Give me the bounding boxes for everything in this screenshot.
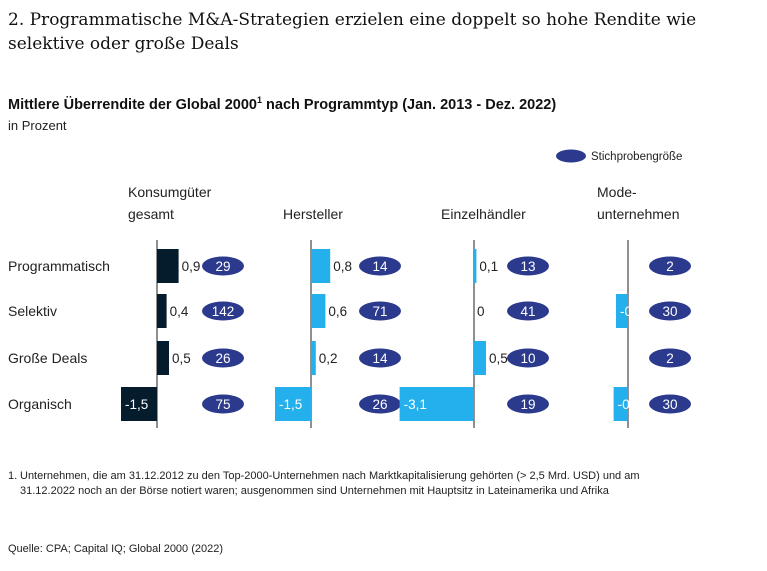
bar-3-3 <box>613 387 628 421</box>
sample-size-3-1: 30 <box>662 304 677 319</box>
value-label-2-0: 0,1 <box>479 259 498 274</box>
sample-badge-0-3 <box>202 394 244 414</box>
sample-badge-1-1 <box>359 301 401 321</box>
sample-badge-1-2 <box>359 348 401 368</box>
sample-size-3-0: 2 <box>666 259 674 274</box>
row-label-1: Selektiv <box>8 303 57 319</box>
sample-size-2-1: 41 <box>520 304 535 319</box>
headline: 2. Programmatische M&A-Strategien erziel… <box>8 10 697 54</box>
bar-1-1 <box>311 294 326 328</box>
sample-badge-0-1 <box>202 301 244 321</box>
sample-size-1-0: 14 <box>372 259 388 274</box>
value-label-3-1: -0,5 <box>620 304 643 319</box>
chart: Stichprobengröße Programmatisch Selektiv Gr… <box>8 149 691 428</box>
value-label-0-0: 0,9 <box>182 259 201 274</box>
bar-0-0 <box>157 249 179 283</box>
bar-2-0 <box>474 249 477 283</box>
sample-badge-3-0 <box>649 256 691 276</box>
sample-size-0-2: 26 <box>215 351 230 366</box>
sample-badge-3-1 <box>649 301 691 321</box>
row-label-0: Programmatisch <box>8 258 110 274</box>
sample-size-2-0: 13 <box>520 259 535 274</box>
sample-size-0-0: 29 <box>215 259 230 274</box>
source-note: Quelle: CPA; Capital IQ; Global 2000 (20… <box>8 543 224 555</box>
sample-size-0-1: 142 <box>212 304 235 319</box>
value-label-1-1: 0,6 <box>328 304 347 319</box>
legend-label: Stichprobengröße <box>591 151 682 163</box>
value-label-0-1: 0,4 <box>170 304 189 319</box>
footnote-number: 1. <box>8 470 18 482</box>
chart-title-main: Mittlere Überrendite der Global 2000 <box>8 96 257 113</box>
sample-badge-2-2 <box>507 348 549 368</box>
sample-size-2-3: 19 <box>520 397 535 412</box>
bar-0-3 <box>121 387 157 421</box>
footnote-marker: 1 <box>257 95 263 105</box>
value-label-1-3: -1,5 <box>279 397 302 412</box>
bar-1-0 <box>311 249 331 283</box>
value-label-2-2: 0,5 <box>489 351 508 366</box>
panel-title-2-0: Einzelhändler <box>441 206 526 222</box>
panel-title-3-1: unternehmen <box>597 206 680 222</box>
sample-badge-2-0 <box>507 256 549 276</box>
sample-size-0-3: 75 <box>215 397 230 412</box>
bar-0-2 <box>157 341 169 375</box>
footnote-text: Unternehmen, die am 31.12.2012 zu den To… <box>20 470 640 497</box>
bar-3-1 <box>616 294 628 328</box>
sample-size-2-2: 10 <box>520 351 535 366</box>
sample-size-1-3: 26 <box>372 397 387 412</box>
panel-title-0-1: gesamt <box>128 206 174 222</box>
value-label-2-3: -3,1 <box>404 397 427 412</box>
legend-swatch <box>556 149 586 163</box>
value-label-0-2: 0,5 <box>172 351 191 366</box>
chart-title: Mittlere Überrendite der Global 20001 na… <box>8 95 556 113</box>
sample-badge-0-0 <box>202 256 244 276</box>
panel-title-3-0: Mode- <box>597 184 637 200</box>
bar-1-2 <box>311 341 316 375</box>
chart-title-rest: nach Programmtyp (Jan. 2013 - Dez. 2022) <box>262 96 557 113</box>
sample-badge-1-0 <box>359 256 401 276</box>
sample-size-3-3: 30 <box>662 397 677 412</box>
bar-0-1 <box>157 294 167 328</box>
row-label-3: Organisch <box>8 396 72 412</box>
sample-badge-2-1 <box>507 301 549 321</box>
sample-badge-2-3 <box>507 394 549 414</box>
bar-2-3 <box>399 387 474 421</box>
value-label-2-1: 0 <box>477 304 485 319</box>
unit-label: in Prozent <box>8 118 67 133</box>
row-label-2: Große Deals <box>8 350 87 366</box>
panel-title-1-0: Hersteller <box>283 206 343 222</box>
sample-badge-3-3 <box>649 394 691 414</box>
value-label-1-2: 0,2 <box>319 351 338 366</box>
value-label-3-3: -0,6 <box>618 397 641 412</box>
sample-badge-0-2 <box>202 348 244 368</box>
footnote: 1. Unternehmen, die am 31.12.2012 zu den… <box>8 469 680 499</box>
bar-2-2 <box>474 341 486 375</box>
sample-size-1-2: 14 <box>372 351 388 366</box>
panel-title-0-0: Konsumgüter <box>128 184 212 200</box>
value-label-0-3: -1,5 <box>125 397 148 412</box>
sample-size-1-1: 71 <box>372 304 387 319</box>
sample-size-3-2: 2 <box>666 351 674 366</box>
sample-badge-3-2 <box>649 348 691 368</box>
value-label-1-0: 0,8 <box>333 259 352 274</box>
bar-1-3 <box>275 387 311 421</box>
sample-badge-1-3 <box>359 394 401 414</box>
